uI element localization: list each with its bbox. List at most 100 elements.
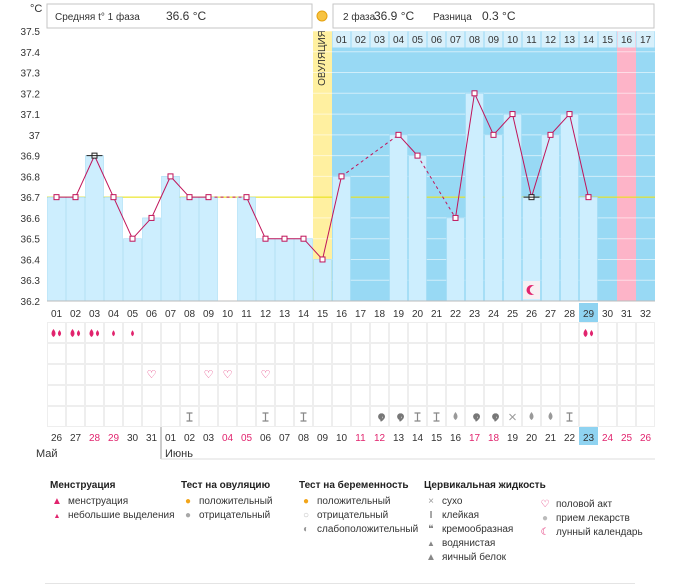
marker-cell[interactable]	[427, 385, 446, 406]
marker-cell[interactable]	[598, 343, 617, 364]
marker-cell[interactable]	[161, 343, 180, 364]
marker-cell[interactable]	[123, 406, 142, 427]
marker-cell[interactable]	[465, 343, 484, 364]
marker-cell[interactable]	[541, 322, 560, 343]
marker-cell[interactable]	[522, 322, 541, 343]
marker-cell[interactable]	[66, 343, 85, 364]
temperature-point[interactable]	[72, 194, 79, 201]
marker-cell[interactable]	[313, 364, 332, 385]
marker-cell[interactable]	[142, 385, 161, 406]
marker-cell[interactable]	[522, 364, 541, 385]
marker-cell[interactable]	[427, 343, 446, 364]
marker-cell[interactable]	[313, 385, 332, 406]
marker-cell[interactable]	[180, 343, 199, 364]
marker-cell[interactable]	[85, 406, 104, 427]
marker-cell[interactable]	[199, 406, 218, 427]
marker-cell[interactable]	[484, 343, 503, 364]
marker-cell[interactable]	[408, 364, 427, 385]
marker-cell[interactable]	[180, 385, 199, 406]
marker-cell[interactable]	[617, 385, 636, 406]
marker-cell[interactable]	[389, 364, 408, 385]
marker-cell[interactable]	[275, 385, 294, 406]
marker-cell[interactable]	[617, 406, 636, 427]
temperature-point[interactable]	[281, 235, 288, 242]
marker-cell[interactable]	[332, 385, 351, 406]
marker-cell[interactable]	[370, 343, 389, 364]
marker-cell[interactable]	[123, 385, 142, 406]
marker-cell[interactable]	[370, 385, 389, 406]
marker-cell[interactable]	[389, 322, 408, 343]
marker-cell[interactable]	[199, 385, 218, 406]
marker-cell[interactable]	[47, 322, 66, 343]
marker-cell[interactable]	[617, 322, 636, 343]
marker-cell[interactable]	[142, 364, 161, 385]
marker-cell[interactable]	[636, 343, 655, 364]
marker-cell[interactable]	[579, 364, 598, 385]
marker-cell[interactable]	[218, 364, 237, 385]
marker-cell[interactable]	[541, 343, 560, 364]
marker-cell[interactable]	[446, 364, 465, 385]
marker-cell[interactable]	[275, 364, 294, 385]
marker-cell[interactable]	[465, 385, 484, 406]
marker-cell[interactable]	[408, 322, 427, 343]
temperature-point[interactable]	[148, 214, 155, 221]
marker-cell[interactable]	[579, 322, 598, 343]
marker-cell[interactable]	[294, 385, 313, 406]
marker-cell[interactable]	[332, 322, 351, 343]
marker-cell[interactable]	[199, 364, 218, 385]
marker-cell[interactable]	[541, 364, 560, 385]
marker-cell[interactable]	[104, 364, 123, 385]
marker-cell[interactable]	[446, 322, 465, 343]
marker-cell[interactable]	[351, 343, 370, 364]
marker-cell[interactable]	[503, 322, 522, 343]
marker-cell[interactable]	[199, 322, 218, 343]
marker-cell[interactable]	[256, 343, 275, 364]
marker-cell[interactable]	[446, 343, 465, 364]
marker-cell[interactable]	[389, 385, 408, 406]
temperature-point[interactable]	[243, 194, 250, 201]
marker-cell[interactable]	[47, 406, 66, 427]
marker-cell[interactable]	[636, 385, 655, 406]
marker-cell[interactable]	[294, 343, 313, 364]
marker-cell[interactable]	[503, 385, 522, 406]
temperature-point[interactable]	[395, 131, 402, 138]
marker-cell[interactable]	[579, 385, 598, 406]
marker-cell[interactable]	[47, 364, 66, 385]
marker-cell[interactable]	[237, 385, 256, 406]
marker-cell[interactable]	[85, 364, 104, 385]
marker-cell[interactable]	[47, 343, 66, 364]
marker-cell[interactable]	[142, 322, 161, 343]
temperature-point[interactable]	[414, 152, 421, 159]
marker-cell[interactable]	[560, 364, 579, 385]
marker-cell[interactable]	[370, 364, 389, 385]
temperature-point[interactable]	[186, 194, 193, 201]
marker-cell[interactable]	[104, 385, 123, 406]
marker-cell[interactable]	[123, 364, 142, 385]
marker-cell[interactable]	[522, 385, 541, 406]
temperature-point[interactable]	[319, 256, 326, 263]
marker-cell[interactable]	[161, 385, 180, 406]
marker-cell[interactable]	[636, 322, 655, 343]
marker-cell[interactable]	[218, 322, 237, 343]
marker-cell[interactable]	[66, 406, 85, 427]
temperature-point[interactable]	[338, 173, 345, 180]
marker-cell[interactable]	[427, 322, 446, 343]
temperature-point[interactable]	[167, 173, 174, 180]
marker-cell[interactable]	[218, 385, 237, 406]
temperature-point[interactable]	[490, 131, 497, 138]
marker-cell[interactable]	[85, 385, 104, 406]
marker-cell[interactable]	[85, 322, 104, 343]
marker-cell[interactable]	[161, 406, 180, 427]
marker-cell[interactable]	[503, 364, 522, 385]
marker-cell[interactable]	[522, 343, 541, 364]
marker-cell[interactable]	[218, 343, 237, 364]
marker-cell[interactable]	[332, 364, 351, 385]
marker-cell[interactable]	[313, 406, 332, 427]
marker-cell[interactable]	[256, 364, 275, 385]
marker-cell[interactable]	[85, 343, 104, 364]
marker-cell[interactable]	[541, 385, 560, 406]
marker-cell[interactable]	[332, 406, 351, 427]
marker-cell[interactable]	[332, 343, 351, 364]
marker-cell[interactable]	[465, 322, 484, 343]
temperature-point[interactable]	[471, 90, 478, 97]
